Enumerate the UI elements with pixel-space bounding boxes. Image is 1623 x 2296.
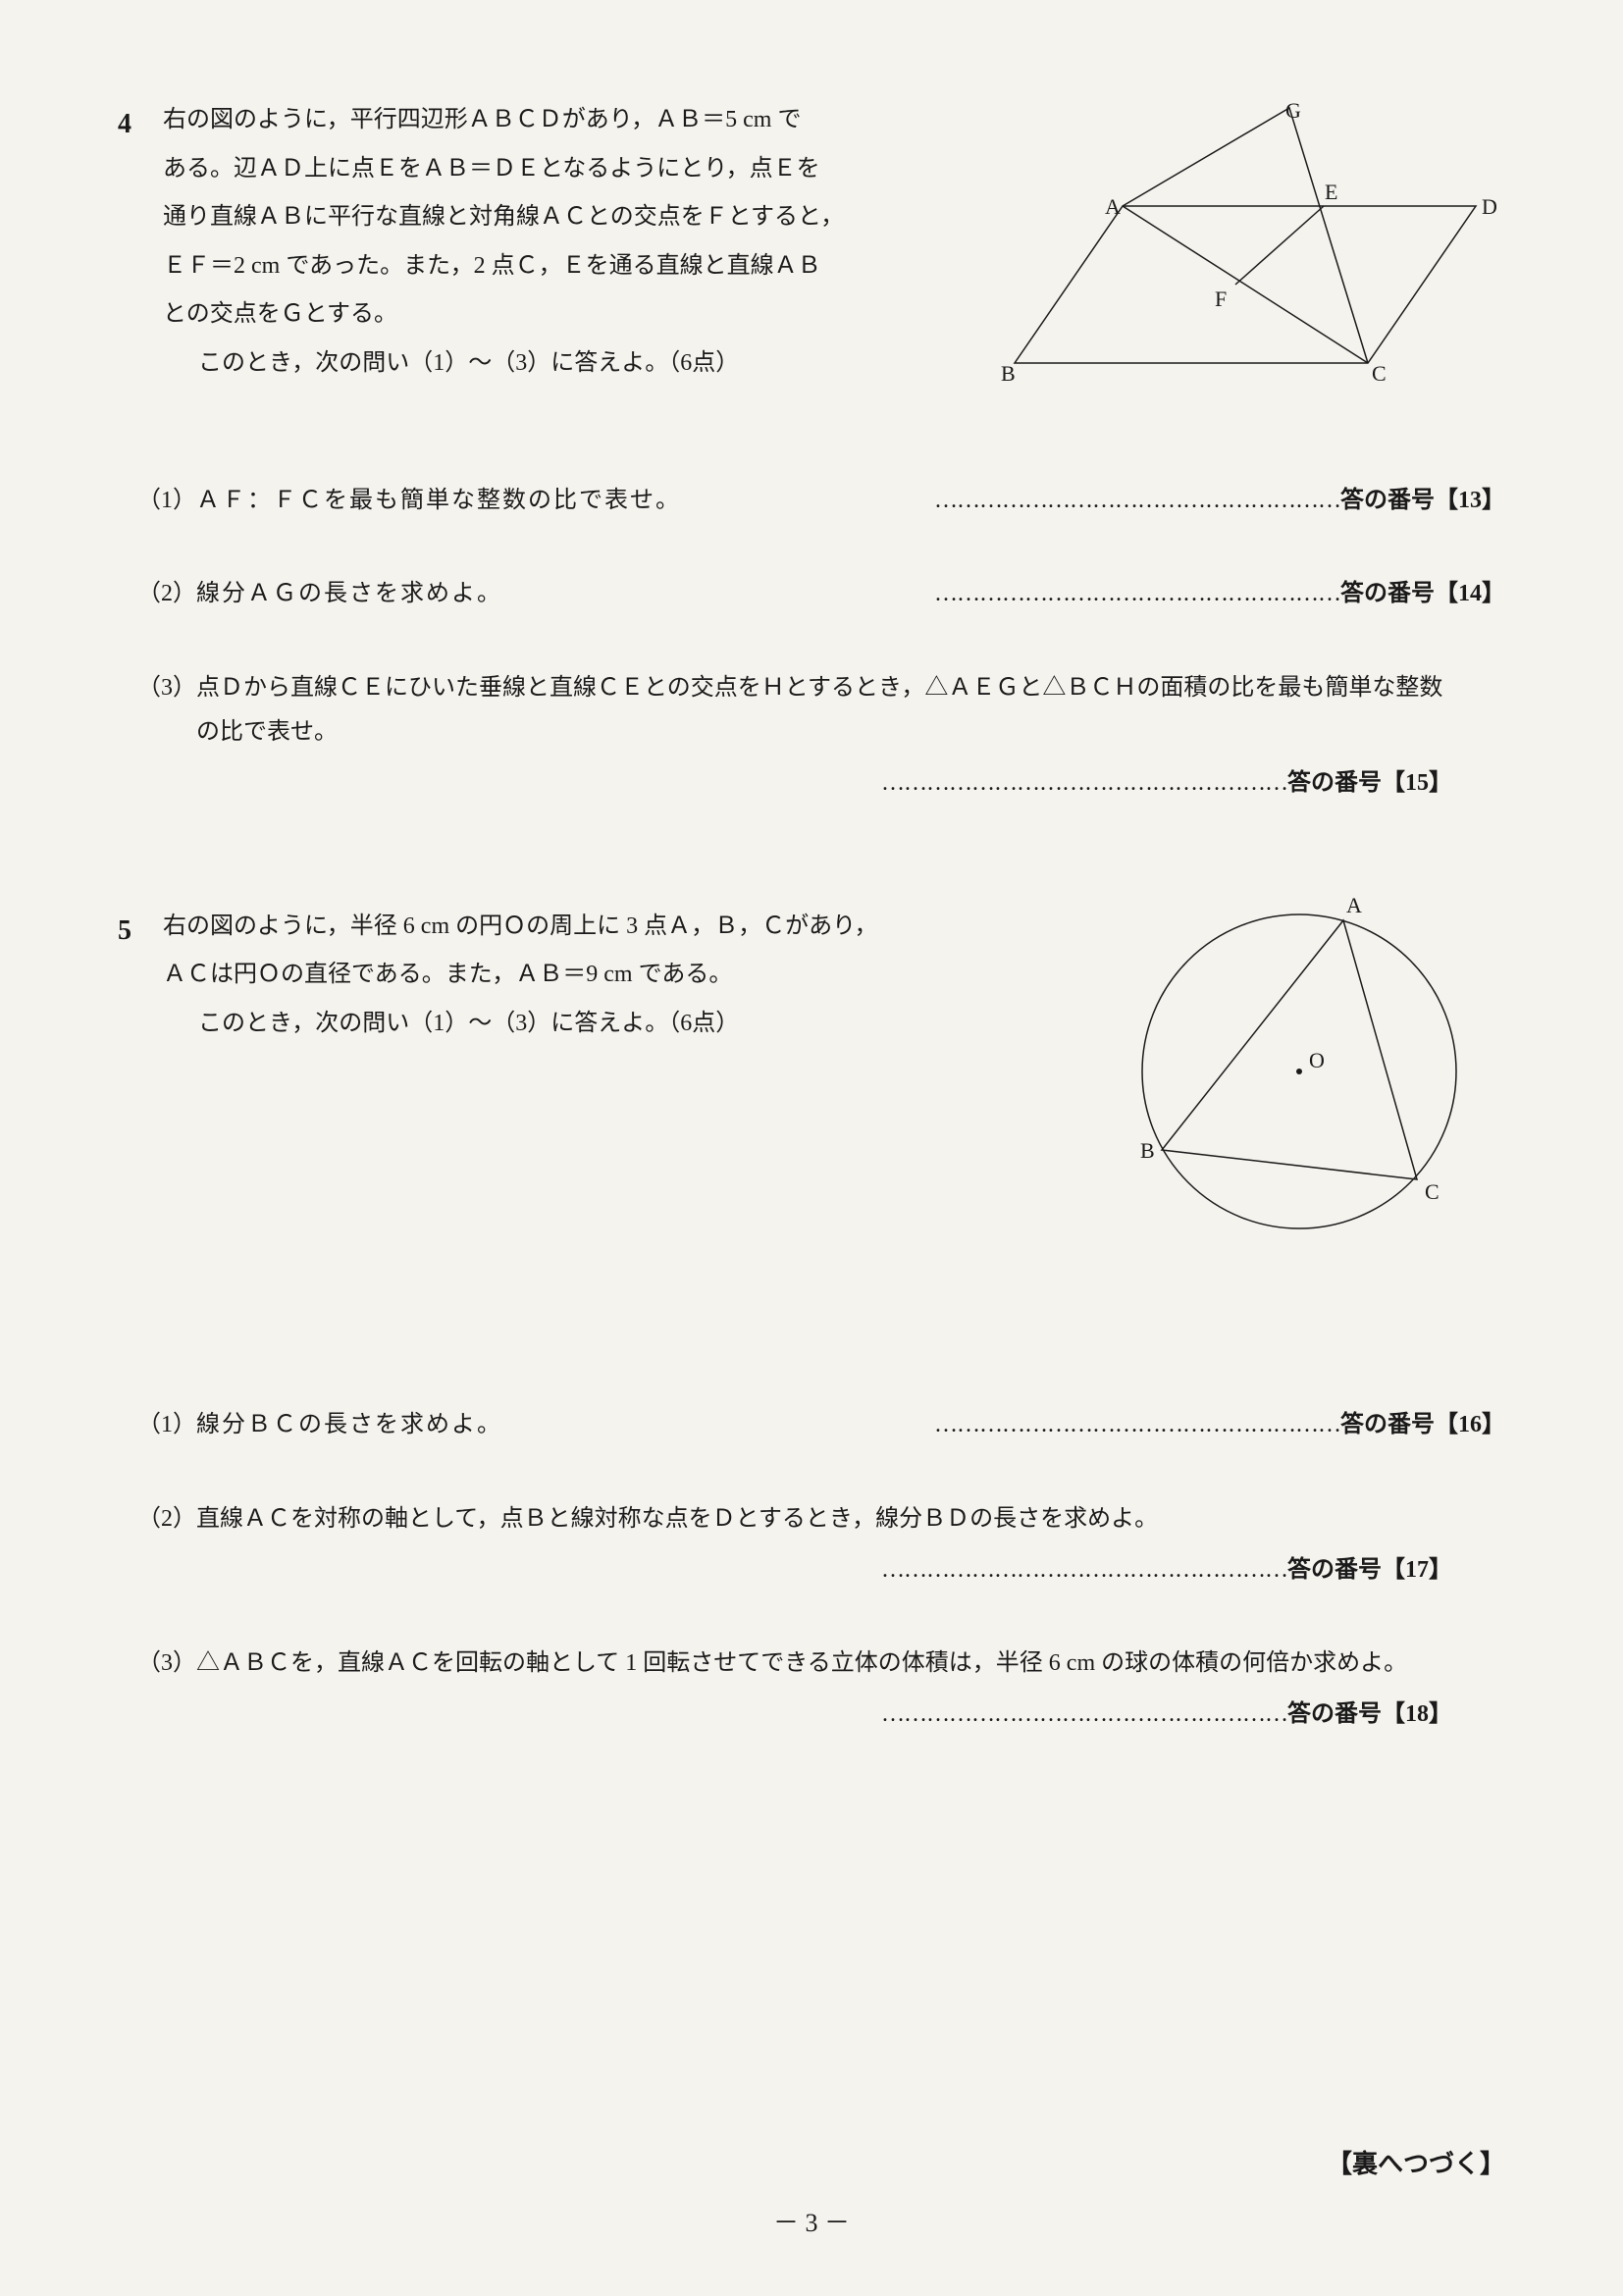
problem-4-body: 右の図のように，平行四辺形ＡＢＣＤがあり，ＡＢ＝5 cm で ある。辺ＡＤ上に点… (163, 98, 889, 391)
answer-label: 答の番号【13】 (1340, 488, 1505, 513)
parallelogram-figure: A B C D E F G (995, 98, 1505, 383)
answer-number-ref: ………………………………………………答の番号【16】 (934, 1403, 1505, 1448)
text-line: ＡＣは円Ｏの直径である。また，ＡＢ＝9 cm である。 (163, 953, 948, 998)
label-a: A (1105, 194, 1121, 219)
text-line: 右の図のように，半径 6 cm の円Ｏの周上に 3 点Ａ，Ｂ，Ｃがあり， (163, 905, 948, 950)
text-line: ＥＦ＝2 cm であった。また，2 点Ｃ，Ｅを通る直線と直線ＡＢ (163, 244, 889, 289)
label-c: C (1425, 1179, 1440, 1204)
label-b: B (1001, 361, 1016, 383)
sub-q-text: 点Ｄから直線ＣＥにひいた垂線と直線ＣＥとの交点をＨとするとき，△ＡＥＧと△ＢＣＨ… (196, 666, 1452, 807)
sub-question: （2） 線分ＡＧの長さを求めよ。 ………………………………………………答の番号【… (118, 572, 1505, 617)
page-number: － 3 － (118, 2199, 1505, 2247)
dotted-leader: ……………………………………………… (881, 1701, 1287, 1727)
problem-5-body: 右の図のように，半径 6 cm の円Ｏの周上に 3 点Ａ，Ｂ，Ｃがあり， ＡＣは… (163, 905, 948, 1051)
answer-label: 答の番号【18】 (1287, 1701, 1452, 1727)
continue-note: 【裏へつづく】 (1327, 2140, 1505, 2188)
answer-label: 答の番号【17】 (1287, 1557, 1452, 1583)
answer-number-ref: ………………………………………………答の番号【14】 (934, 572, 1505, 617)
dotted-leader: ……………………………………………… (934, 581, 1340, 606)
sub-q-text-content: 点Ｄから直線ＣＥにひいた垂線と直線ＣＥとの交点をＨとするとき，△ＡＥＧと△ＢＣＨ… (196, 675, 1442, 746)
sub-q-text-content: 直線ＡＣを対称の軸として，点Ｂと線対称な点をＤとするとき，線分ＢＤの長さを求めよ… (196, 1506, 1158, 1532)
sub-q-number: （1） (118, 479, 196, 524)
sub-q-text: △ＡＢＣを，直線ＡＣを回転の軸として 1 回転させてできる立体の体積は，半径 6… (196, 1642, 1452, 1737)
problem-4-subquestions: （1） ＡＦ：ＦＣを最も簡単な整数の比で表せ。 …………………………………………… (118, 479, 1505, 807)
label-c: C (1372, 361, 1387, 383)
label-f: F (1215, 287, 1227, 311)
answer-label: 答の番号【16】 (1340, 1412, 1505, 1437)
sub-question: （2） 直線ＡＣを対称の軸として，点Ｂと線対称な点をＤとするとき，線分ＢＤの長さ… (118, 1497, 1505, 1592)
sub-q-number: （3） (118, 666, 196, 711)
circle-figure: A B C O (1093, 885, 1505, 1258)
answer-number-ref: ………………………………………………答の番号【18】 (196, 1693, 1452, 1738)
sub-q-text: 直線ＡＣを対称の軸として，点Ｂと線対称な点をＤとするとき，線分ＢＤの長さを求めよ… (196, 1497, 1452, 1592)
problem-5: 5 右の図のように，半径 6 cm の円Ｏの周上に 3 点Ａ，Ｂ，Ｃがあり， Ａ… (118, 905, 1505, 1738)
dotted-leader: ……………………………………………… (934, 488, 1340, 513)
problem-number: 5 (118, 905, 145, 957)
label-e: E (1325, 180, 1337, 204)
answer-label: 答の番号【15】 (1287, 770, 1452, 796)
label-a: A (1346, 893, 1362, 917)
sub-q-number: （2） (118, 572, 196, 617)
label-o: O (1309, 1048, 1325, 1072)
text-line: ある。辺ＡＤ上に点ＥをＡＢ＝ＤＥとなるようにとり，点Ｅを (163, 147, 889, 192)
sub-q-text-content: △ＡＢＣを，直線ＡＣを回転の軸として 1 回転させてできる立体の体積は，半径 6… (196, 1650, 1407, 1676)
sub-question: （1） ＡＦ：ＦＣを最も簡単な整数の比で表せ。 …………………………………………… (118, 479, 1505, 524)
answer-number-ref: ………………………………………………答の番号【15】 (196, 761, 1452, 807)
answer-label: 答の番号【14】 (1340, 581, 1505, 606)
sub-q-number: （3） (118, 1642, 196, 1687)
label-b: B (1140, 1138, 1155, 1163)
answer-number-ref: ………………………………………………答の番号【13】 (934, 479, 1505, 524)
text-line: との交点をＧとする。 (163, 292, 889, 338)
sub-question: （1） 線分ＢＣの長さを求めよ。 ………………………………………………答の番号【… (118, 1403, 1505, 1448)
text-line: このとき，次の問い（1）～（3）に答えよ。（6点） (163, 341, 889, 387)
text-line: このとき，次の問い（1）～（3）に答えよ。（6点） (163, 1002, 948, 1047)
dotted-leader: ……………………………………………… (881, 770, 1287, 796)
sub-q-number: （2） (118, 1497, 196, 1542)
sub-question: （3） 点Ｄから直線ＣＥにひいた垂線と直線ＣＥとの交点をＨとするとき，△ＡＥＧと… (118, 666, 1505, 807)
dotted-leader: ……………………………………………… (881, 1557, 1287, 1583)
problem-5-subquestions: （1） 線分ＢＣの長さを求めよ。 ………………………………………………答の番号【… (118, 1403, 1505, 1737)
answer-number-ref: ………………………………………………答の番号【17】 (196, 1548, 1452, 1593)
text-line: 通り直線ＡＢに平行な直線と対角線ＡＣとの交点をＦとすると， (163, 195, 889, 240)
problem-4: 4 右の図のように，平行四辺形ＡＢＣＤがあり，ＡＢ＝5 cm で ある。辺ＡＤ上… (118, 98, 1505, 807)
problem-number: 4 (118, 98, 145, 150)
sub-question: （3） △ＡＢＣを，直線ＡＣを回転の軸として 1 回転させてできる立体の体積は，… (118, 1642, 1505, 1737)
dotted-leader: ……………………………………………… (934, 1412, 1340, 1437)
label-g: G (1285, 98, 1301, 123)
sub-q-number: （1） (118, 1403, 196, 1448)
text-line: 右の図のように，平行四辺形ＡＢＣＤがあり，ＡＢ＝5 cm で (163, 98, 889, 143)
label-d: D (1482, 194, 1497, 219)
